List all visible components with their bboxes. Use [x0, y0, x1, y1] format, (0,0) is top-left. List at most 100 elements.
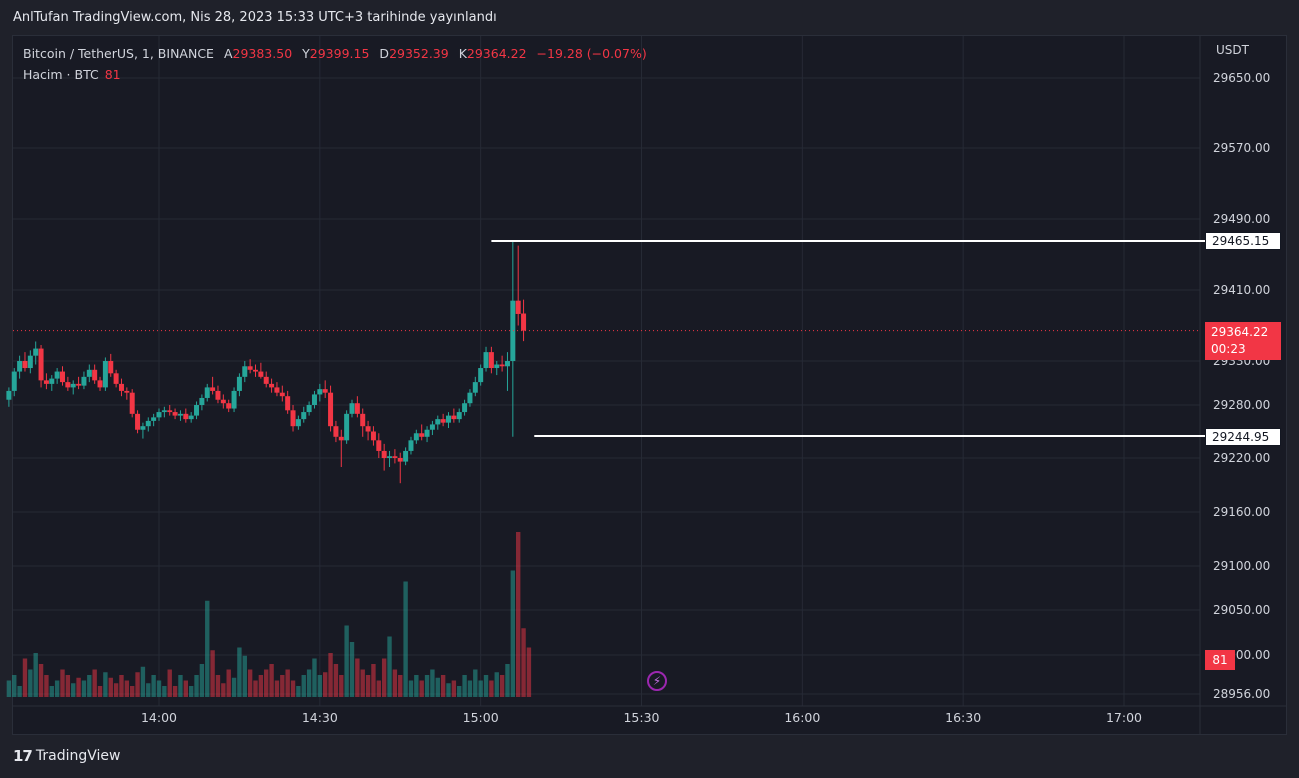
candle-body — [317, 389, 323, 395]
upper-line-price-tag: 29465.15 — [1205, 232, 1281, 250]
candle-body — [27, 355, 33, 369]
volume-bar — [199, 664, 205, 697]
candle-body — [488, 352, 494, 369]
candle-body — [49, 378, 55, 384]
candle-body — [220, 399, 226, 404]
candle-body — [199, 397, 205, 405]
candle-body — [381, 450, 387, 458]
volume-bar — [87, 675, 92, 697]
candle-body — [376, 440, 382, 451]
candle-body — [65, 382, 71, 388]
volume-bar — [12, 675, 17, 697]
candle-body — [242, 366, 248, 377]
volume-bar — [38, 664, 44, 697]
chart-frame[interactable] — [12, 35, 1287, 735]
volume-bar — [478, 680, 483, 697]
volume-bar — [269, 664, 274, 697]
candle-body — [504, 361, 510, 367]
published-caption: AnlTufan TradingView.com, Nis 28, 2023 1… — [13, 10, 497, 25]
candle-body — [210, 387, 216, 391]
candle-body — [306, 405, 312, 413]
time-tick-label: 17:00 — [1106, 710, 1142, 725]
low-label: D — [379, 46, 390, 61]
candle-body — [236, 376, 242, 391]
candle-body — [172, 412, 178, 416]
volume-bar — [44, 675, 49, 697]
open-value: 29383.50 — [232, 46, 293, 61]
volume-bar — [505, 664, 510, 697]
price-tick-label: 29280.00 — [1213, 398, 1270, 412]
volume-bar — [398, 675, 403, 697]
candle-body — [467, 392, 473, 404]
candle-body — [263, 376, 269, 384]
volume-bar — [419, 680, 424, 697]
tradingview-logo[interactable]: 17 TradingView — [13, 747, 120, 765]
volume-bar — [494, 672, 499, 697]
time-tick-label: 16:30 — [945, 710, 981, 725]
candle-body — [413, 433, 419, 441]
candle-body — [451, 415, 457, 420]
candle-body — [338, 436, 344, 441]
volume-bar — [124, 680, 130, 697]
candle-body — [76, 383, 82, 386]
volume-bar — [76, 677, 81, 697]
volume-bar — [365, 675, 371, 697]
volume-bar — [156, 680, 162, 697]
volume-bar — [226, 669, 231, 697]
volume-bar — [462, 675, 467, 697]
volume-bar — [113, 683, 119, 697]
volume-bar — [408, 680, 414, 697]
volume-bar — [140, 666, 146, 697]
candle-body — [43, 380, 49, 384]
change-value: −19.28 (−0.07%) — [536, 46, 647, 61]
candle-body — [113, 373, 119, 384]
price-unit[interactable]: USDT — [1216, 43, 1249, 57]
candle-body — [472, 382, 478, 393]
volume-bar — [28, 669, 33, 697]
lightning-icon[interactable]: ⚡ — [647, 671, 667, 691]
candle-body — [521, 313, 527, 331]
candle-body — [140, 426, 146, 430]
volume-bar — [355, 658, 360, 697]
volume-bar — [274, 680, 280, 697]
candle-body — [60, 371, 65, 383]
price-tick-label: 29490.00 — [1213, 212, 1270, 226]
candle-body — [408, 440, 414, 451]
volume-bar — [285, 669, 290, 697]
candle-body — [81, 376, 87, 386]
price-tick-label: 29570.00 — [1213, 141, 1270, 155]
candle-body — [156, 412, 162, 418]
candle-body — [17, 361, 23, 372]
volume-bar — [526, 647, 532, 697]
candle-body — [118, 383, 124, 391]
volume-bar — [360, 669, 365, 697]
candle-body — [38, 348, 44, 381]
volume-bar — [258, 675, 264, 697]
candle-body — [33, 348, 39, 356]
volume-bar — [54, 680, 60, 697]
volume-label: Hacim · BTC — [23, 67, 99, 82]
volume-bar — [210, 650, 215, 697]
candle-body — [135, 413, 141, 430]
volume-bar — [188, 686, 194, 697]
candle-body — [161, 410, 167, 413]
volume-bar — [446, 683, 451, 697]
volume-bar — [290, 680, 296, 697]
candle-body — [499, 364, 505, 367]
volume-legend[interactable]: Hacim · BTC 81 — [23, 67, 121, 82]
candle-body — [6, 390, 12, 400]
symbol-name[interactable]: Bitcoin / TetherUS, 1, BINANCE — [23, 46, 214, 61]
high-value: 29399.15 — [309, 46, 370, 61]
volume-bar — [349, 642, 355, 697]
symbol-legend[interactable]: Bitcoin / TetherUS, 1, BINANCE A29383.50… — [23, 46, 647, 61]
candle-body — [392, 456, 398, 458]
candle-body — [365, 426, 371, 432]
candle-body — [54, 371, 60, 379]
candle-body — [370, 431, 376, 441]
high-label: Y — [302, 46, 310, 61]
volume-bar — [440, 675, 446, 697]
volume-bar — [215, 675, 221, 697]
volume-bar — [92, 669, 97, 697]
volume-bar — [381, 658, 387, 697]
